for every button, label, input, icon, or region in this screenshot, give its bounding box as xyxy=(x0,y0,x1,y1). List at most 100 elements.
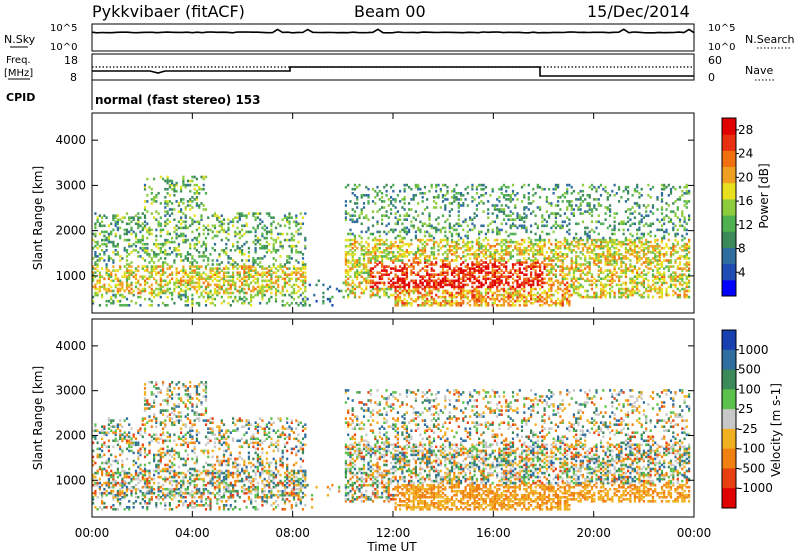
data-cell xyxy=(554,222,557,226)
data-cell xyxy=(586,277,589,281)
data-cell xyxy=(195,202,198,205)
data-cell xyxy=(110,285,113,289)
data-cell xyxy=(347,271,350,274)
data-cell xyxy=(563,253,566,256)
data-cell xyxy=(381,277,384,281)
data-cell xyxy=(493,265,496,268)
data-cell xyxy=(378,246,381,250)
data-cell xyxy=(125,251,129,254)
data-cell xyxy=(385,273,388,276)
data-cell xyxy=(432,263,436,266)
data-cell xyxy=(507,218,510,221)
data-cell xyxy=(198,295,201,299)
data-cell xyxy=(392,251,395,254)
data-cell xyxy=(469,218,472,221)
data-cell xyxy=(561,277,564,281)
data-cell xyxy=(509,269,512,272)
data-cell xyxy=(435,263,438,266)
data-cell xyxy=(421,283,424,287)
data-cell xyxy=(143,246,147,250)
data-cell xyxy=(543,218,546,221)
data-cell xyxy=(557,287,560,291)
data-cell xyxy=(292,289,296,293)
data-cell xyxy=(466,242,469,246)
data-cell xyxy=(665,214,668,217)
data-cell xyxy=(281,271,284,274)
data-cell xyxy=(432,285,436,289)
data-cell xyxy=(401,236,404,240)
data-cell xyxy=(604,289,607,293)
data-cell xyxy=(159,283,162,287)
data-cell xyxy=(516,212,519,215)
data-cell xyxy=(155,267,158,270)
data-cell xyxy=(588,236,591,240)
data-cell xyxy=(175,232,178,236)
data-cell xyxy=(119,299,122,303)
data-cell xyxy=(268,242,271,246)
data-cell xyxy=(430,253,433,256)
data-cell xyxy=(405,226,408,230)
data-cell xyxy=(423,234,427,238)
data-cell xyxy=(455,259,458,262)
data-cell xyxy=(250,273,253,276)
data-cell xyxy=(392,283,395,287)
data-cell xyxy=(525,265,528,268)
data-cell xyxy=(502,253,506,256)
data-cell xyxy=(423,192,427,195)
data-cell xyxy=(195,196,198,199)
data-cell xyxy=(148,185,151,189)
data-cell xyxy=(186,283,189,287)
data-cell xyxy=(252,226,255,230)
data-cell xyxy=(234,261,237,264)
data-cell xyxy=(493,275,496,278)
data-cell xyxy=(150,273,153,276)
data-cell xyxy=(180,281,183,285)
data-cell xyxy=(509,287,512,291)
data-cell xyxy=(396,251,399,254)
data-cell xyxy=(579,275,582,278)
data-cell xyxy=(414,257,417,260)
data-cell xyxy=(624,275,627,278)
data-cell xyxy=(164,279,167,283)
data-cell xyxy=(460,271,463,274)
data-cell xyxy=(184,216,187,219)
data-cell xyxy=(94,263,97,266)
data-cell xyxy=(457,267,460,270)
data-cell xyxy=(349,244,352,248)
data-cell xyxy=(663,279,666,283)
data-cell xyxy=(530,230,533,234)
data-cell xyxy=(606,206,609,209)
data-cell xyxy=(566,246,569,250)
data-cell xyxy=(408,214,411,217)
data-cell xyxy=(572,269,575,272)
data-cell xyxy=(464,275,467,278)
data-cell xyxy=(371,210,375,213)
data-cell xyxy=(180,259,183,262)
data-cell xyxy=(559,244,562,248)
data-cell xyxy=(511,285,515,289)
data-cell xyxy=(270,216,273,219)
data-cell xyxy=(667,238,670,242)
data-cell xyxy=(552,255,555,258)
data-cell xyxy=(423,255,427,258)
data-cell xyxy=(211,263,214,266)
data-cell xyxy=(509,251,512,254)
data-cell xyxy=(390,240,393,244)
data-cell xyxy=(92,271,95,274)
data-cell xyxy=(288,244,291,248)
data-cell xyxy=(660,289,664,293)
data-cell xyxy=(518,275,521,278)
data-cell xyxy=(146,228,149,232)
data-cell xyxy=(543,259,546,262)
data-cell xyxy=(412,281,415,285)
data-cell xyxy=(414,261,417,264)
data-cell xyxy=(236,277,239,281)
data-cell xyxy=(523,224,526,228)
data-cell xyxy=(523,273,526,276)
data-cell xyxy=(660,208,664,211)
data-cell xyxy=(507,206,510,209)
data-cell xyxy=(225,279,228,283)
data-cell xyxy=(541,251,544,254)
data-cell xyxy=(92,285,95,289)
data-cell xyxy=(552,212,555,215)
